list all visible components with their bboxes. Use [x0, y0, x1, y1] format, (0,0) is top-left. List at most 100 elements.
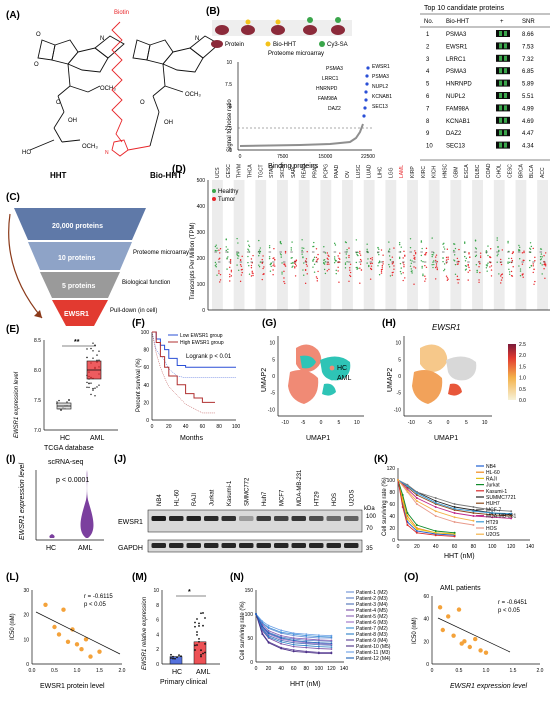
tpm-point-healthy	[487, 254, 489, 257]
tpm-point-healthy	[411, 270, 413, 272]
k-point	[434, 510, 437, 513]
tpm-point-tumor	[380, 270, 383, 272]
l-r: r = -0.6115	[84, 594, 113, 600]
tpm-category-labels: UCS CESC THYM THCA TGCT STAD SKCM SARC READ PRAD P…	[215, 163, 546, 178]
n-x-tick-label: 40	[278, 666, 284, 672]
tpm-point-healthy	[474, 247, 477, 249]
tpm-point-tumor	[382, 263, 384, 265]
tpm-point-tumor	[328, 263, 330, 265]
umap-x-tick-label: 10	[354, 420, 360, 426]
tpm-point-tumor	[479, 252, 482, 254]
tpm-point-tumor	[304, 268, 307, 271]
funnel-text-1: 20,000 proteins	[52, 223, 103, 230]
k-x-tick-label: 120	[507, 544, 516, 550]
snr-hit-point	[364, 98, 368, 102]
umap-y-tick-label: -5	[271, 391, 276, 397]
f-x-tick-label: 80	[216, 424, 222, 430]
tpm-point-tumor	[467, 265, 469, 267]
tpm-category-label: THYM	[237, 164, 243, 178]
tpm-point-tumor	[315, 276, 318, 278]
m-point	[178, 654, 180, 657]
k-point	[434, 500, 437, 502]
n-point	[292, 632, 295, 635]
snr-plot: 0 2.5 5 7.5 10 0 7500 15000 22500	[225, 60, 375, 160]
tpm-point-healthy	[227, 248, 229, 251]
k-curve	[397, 479, 474, 526]
k-point	[510, 517, 513, 520]
tpm-point-healthy	[290, 257, 292, 259]
tpm-point-healthy	[355, 261, 358, 264]
tpm-point-healthy	[508, 257, 510, 260]
table-cell-name: PSMA3	[446, 69, 467, 75]
tpm-point-healthy	[357, 254, 359, 257]
n-legend-label: Patient-6 (M3)	[356, 620, 388, 626]
n-point	[280, 629, 283, 632]
tpm-point-healthy	[345, 257, 347, 259]
e-point	[98, 350, 100, 352]
table-cell-spot	[504, 43, 507, 49]
h-x-label: UMAP1	[434, 435, 458, 442]
tpm-point-tumor	[371, 262, 373, 265]
tpm-point-healthy	[247, 261, 249, 264]
h-colorbar-tick-label: 1.5	[519, 364, 526, 370]
tpm-point-tumor	[294, 262, 296, 264]
tpm-point-tumor	[436, 268, 438, 271]
ewsr1-blot	[147, 509, 363, 533]
protein-blob-3	[271, 25, 285, 35]
tpm-point-tumor	[512, 251, 514, 253]
tpm-point-healthy	[248, 245, 251, 248]
tpm-category-label: KICH	[432, 166, 438, 178]
hht-o-atom-2: O	[34, 62, 39, 68]
tpm-point-tumor	[284, 282, 286, 285]
g-legend-aml-swatch	[329, 375, 335, 381]
n-point	[305, 638, 308, 640]
tpm-point-tumor	[218, 272, 220, 274]
table-cell-no: 1	[426, 32, 430, 38]
tpm-point-tumor	[348, 247, 350, 249]
j-marker-100: 100	[366, 514, 377, 520]
tpm-point-tumor	[523, 251, 525, 254]
tpm-point-healthy	[346, 249, 348, 251]
tpm-point-healthy	[474, 239, 477, 241]
panel-k: (K) 0 20 40 60 80 100 120 140 0 20 40 60 80 100 120 NB…	[374, 454, 534, 560]
n-legend-label: Patient-7 (M2)	[356, 626, 388, 632]
western-lane-label: Huh7	[262, 491, 268, 506]
tpm-point-tumor	[219, 281, 221, 283]
hht-oh: OH	[68, 118, 77, 124]
tpm-point-healthy	[236, 264, 238, 266]
k-curve	[397, 479, 512, 515]
tpm-point-tumor	[229, 262, 232, 264]
n-curve	[255, 613, 332, 648]
tpm-point-tumor	[229, 280, 231, 282]
j-kda: kDa	[364, 506, 375, 512]
tpm-point-healthy	[345, 253, 347, 255]
snr-hit-point	[366, 66, 370, 70]
funnel-text-3: 5 proteins	[62, 283, 96, 290]
tpm-category-label: LUSC	[356, 164, 362, 178]
snr-y-tick-label: 10	[226, 60, 232, 66]
o-point	[437, 605, 443, 610]
gapdh-blot	[147, 539, 363, 553]
tpm-point-tumor	[489, 256, 491, 258]
western-band-ewsr1	[274, 516, 289, 521]
f-legend-high: High EWSR1 group	[180, 340, 224, 346]
umap-y-tick-label: -10	[394, 407, 401, 413]
n-point	[317, 639, 320, 641]
k-point	[453, 535, 456, 538]
h-colorbar-tick-label: 0.5	[519, 387, 526, 393]
tpm-point-tumor	[229, 266, 231, 269]
tpm-point-tumor	[241, 271, 243, 274]
snr-y-tick-label: 7.5	[225, 82, 232, 88]
h-colorbar	[508, 344, 516, 400]
tpm-point-tumor	[532, 265, 534, 267]
o-point	[483, 650, 489, 655]
tpm-point-healthy	[453, 254, 456, 256]
tpm-y-label: Transcripts Per Million (TPM)	[190, 223, 196, 300]
tpm-point-healthy	[420, 254, 423, 257]
l-point	[97, 649, 102, 654]
tpm-point-healthy	[237, 257, 239, 259]
n-point	[317, 634, 320, 637]
tpm-point-tumor	[456, 257, 459, 260]
e-point	[92, 350, 94, 352]
biotin-linker	[111, 21, 123, 143]
